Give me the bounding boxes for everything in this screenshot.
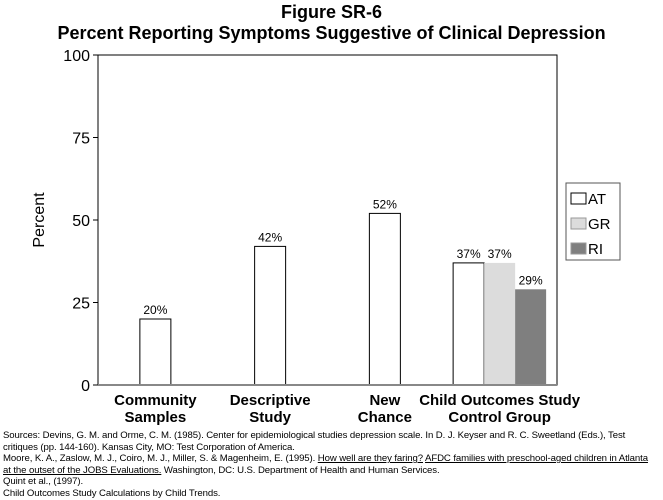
chart-title: Figure SR-6 — [280, 2, 382, 22]
source-title: AFDC families with preschool-aged childr… — [425, 453, 648, 464]
y-tick-label: 100 — [63, 48, 90, 65]
bar — [515, 289, 547, 385]
y-tick-label: 0 — [81, 378, 90, 395]
bar — [484, 262, 516, 385]
data-label: 42% — [258, 230, 282, 244]
sources: Sources: Devins, G. M. and Orme, C. M. (… — [3, 430, 663, 499]
data-label: 37% — [457, 247, 481, 261]
legend-label: GR — [588, 216, 611, 233]
source-line: Moore, K. A., Zaslow, M. J., Coiro, M. J… — [3, 453, 663, 465]
category-label: New — [369, 392, 400, 409]
source-text: Moore, K. A., Zaslow, M. J., Coiro, M. J… — [3, 453, 318, 464]
data-label: 20% — [143, 303, 167, 317]
legend-swatch — [570, 192, 587, 205]
category-label: Study — [249, 409, 291, 426]
bar — [368, 212, 401, 386]
source-title: How well are they faring? — [317, 453, 423, 464]
category-label: Community — [114, 392, 197, 409]
source-line: at the outset of the JOBS Evaluations. W… — [3, 465, 663, 477]
bar — [254, 245, 287, 386]
y-tick-label: 50 — [72, 213, 90, 230]
legend-swatch — [570, 217, 587, 230]
source-line: critiques (pp. 144-160). Kansas City, MO… — [3, 441, 295, 453]
source-line: Child Outcomes Study Calculations by Chi… — [3, 487, 221, 499]
category-label: Child Outcomes Study — [419, 392, 581, 409]
category-label: Descriptive — [230, 392, 311, 409]
y-tick-label: 25 — [72, 296, 90, 313]
data-label: 52% — [373, 197, 397, 211]
source-line: Sources: Devins, G. M. and Orme, C. M. (… — [3, 430, 626, 441]
bar — [452, 262, 485, 386]
chart-subtitle: Percent Reporting Symptoms Suggestive of… — [57, 23, 606, 43]
data-label: 37% — [488, 247, 512, 261]
source-title: at the outset of the JOBS Evaluations. — [3, 464, 162, 476]
legend-label: AT — [588, 191, 606, 208]
source-line: Quint et al., (1997). — [3, 476, 84, 487]
category-label: Control Group — [448, 409, 550, 426]
data-label: 29% — [519, 273, 543, 287]
category-label: Samples — [125, 409, 187, 426]
bar — [139, 318, 172, 386]
legend-label: RI — [588, 241, 603, 258]
y-axis-label: Percent — [31, 192, 48, 248]
source-text: Washington, DC: U.S. Department of Healt… — [161, 464, 440, 476]
category-label: Chance — [358, 409, 412, 426]
legend-swatch — [570, 242, 587, 255]
y-tick-label: 75 — [72, 131, 90, 148]
